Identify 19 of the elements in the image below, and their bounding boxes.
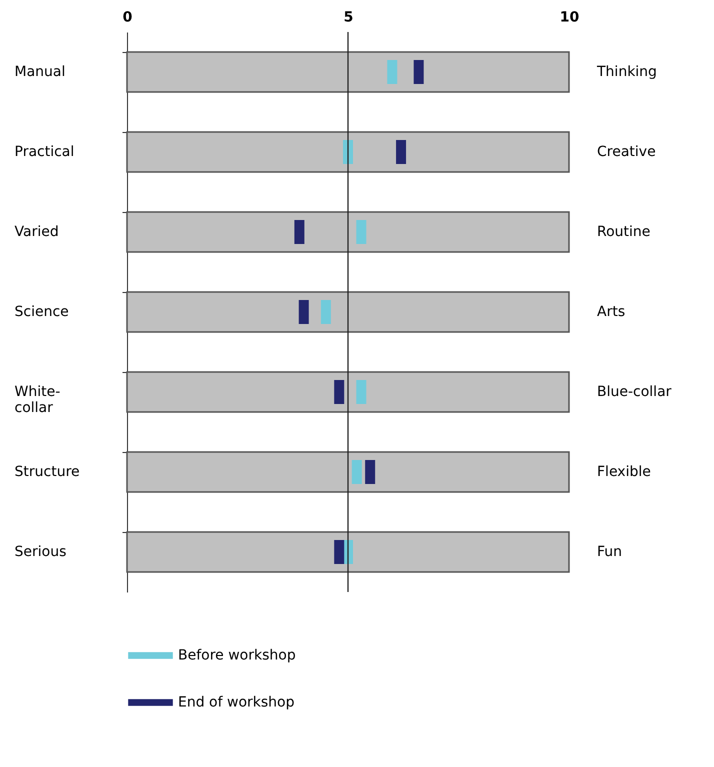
- y2-tick-label: Creative: [597, 144, 656, 160]
- x-tick-label: 10: [560, 10, 580, 26]
- y2-tick-label: Arts: [597, 304, 626, 320]
- y2-tick-label: Flexible: [597, 464, 651, 480]
- legend-label: Before workshop: [178, 648, 296, 664]
- y-tick-label: Varied: [14, 224, 59, 240]
- y-tick-label: Serious: [14, 544, 66, 560]
- y2-tick-label: Routine: [597, 224, 650, 240]
- x-tick-label: 0: [122, 10, 133, 26]
- y-tick-label: Science: [14, 304, 69, 320]
- y2-tick-label: Thinking: [596, 64, 657, 80]
- y2-tick-label: Blue-collar: [597, 384, 672, 400]
- y-tick-label: Manual: [14, 64, 66, 80]
- y-tick-label: Practical: [14, 144, 74, 160]
- legend-label: End of workshop: [178, 694, 295, 710]
- y-tick-label: White-collar: [14, 384, 60, 416]
- x-tick-label: 5: [344, 10, 354, 26]
- y-tick-label: Structure: [14, 464, 80, 480]
- y2-tick-label: Fun: [597, 544, 622, 560]
